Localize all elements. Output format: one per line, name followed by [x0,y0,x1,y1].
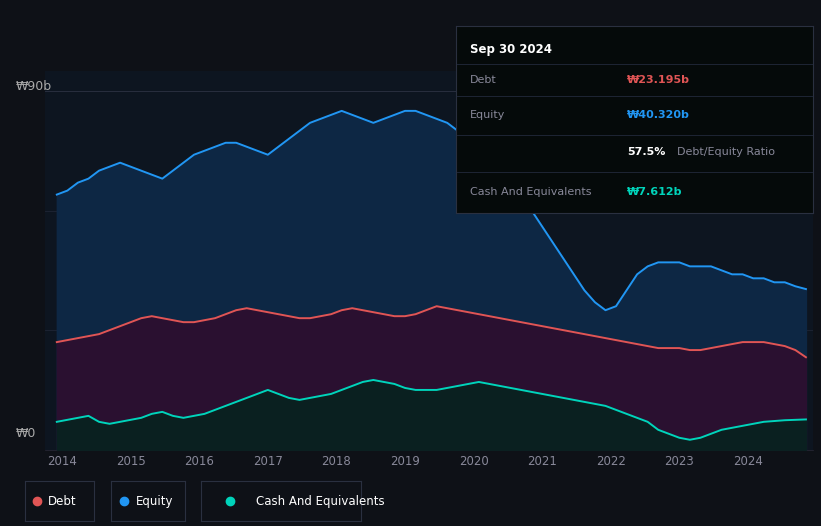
Text: Sep 30 2024: Sep 30 2024 [470,43,552,56]
Text: ₩0: ₩0 [16,427,36,440]
Text: ₩23.195b: ₩23.195b [627,75,690,85]
Text: Cash And Equivalents: Cash And Equivalents [255,494,384,508]
Text: Debt: Debt [470,75,497,85]
Text: Debt/Equity Ratio: Debt/Equity Ratio [677,147,775,157]
Text: Cash And Equivalents: Cash And Equivalents [470,187,591,197]
Text: ₩40.320b: ₩40.320b [627,110,690,120]
Text: Debt: Debt [48,494,77,508]
Text: ₩7.612b: ₩7.612b [627,187,682,197]
Text: Equity: Equity [136,494,173,508]
Text: ₩90b: ₩90b [16,80,52,94]
Text: 57.5%: 57.5% [627,147,666,157]
Text: Equity: Equity [470,110,505,120]
